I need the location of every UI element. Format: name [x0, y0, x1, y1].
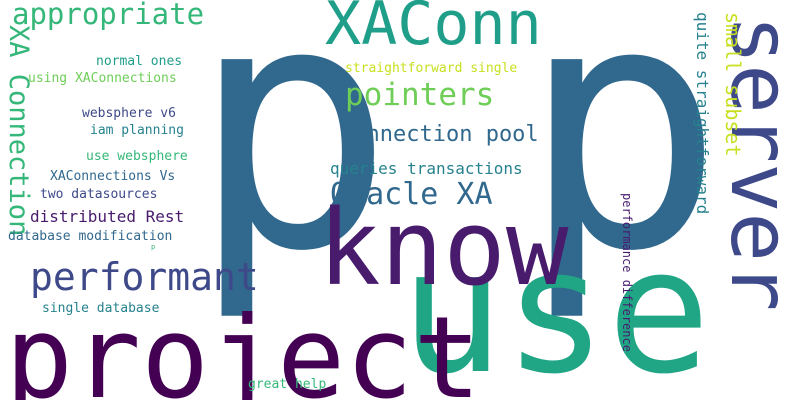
word-normal-ones: normal ones [96, 54, 183, 69]
word-xa-connection: XA Connection [3, 25, 34, 237]
word-project: project [5, 292, 482, 400]
word-two-datasources: two datasources [40, 187, 158, 202]
word-iam-planning: iam planning [90, 123, 184, 138]
word-quite-straightforward: quite straightforward [693, 12, 712, 215]
word-database-modification: database modification [8, 229, 173, 244]
word-single-database: single database [42, 301, 160, 316]
word-use-websphere: use websphere [86, 149, 188, 164]
word-use: use [400, 211, 711, 400]
word-performant: performant [30, 255, 259, 299]
word-great-help: great help [248, 377, 327, 392]
word-distributed-rest: distributed Rest [30, 207, 185, 226]
word-straightforward-single: straightforward single [345, 61, 518, 76]
word-pointers: pointers [345, 77, 495, 113]
word-p-small: p [151, 243, 156, 251]
word-know: know [318, 187, 569, 309]
word-small-subset: small subset [721, 12, 745, 157]
word-xaconn: XAConn [325, 0, 542, 59]
word-p-left: p [190, 0, 395, 326]
word-p-right: p [520, 0, 725, 326]
word-performance-difference: performance difference [620, 193, 634, 352]
word-queries-transactions: queries transactions [330, 159, 523, 178]
word-connection-pool: Connection pool [340, 122, 539, 147]
word-using-xaconnections: using XAConnections [28, 71, 177, 86]
word-websphere-v6: websphere v6 [82, 106, 176, 121]
word-appropriate: appropriate [12, 0, 205, 31]
word-xaconnections-vs: XAConnections Vs [50, 169, 176, 184]
word-oracle-xa: Oracle XA [330, 177, 493, 212]
